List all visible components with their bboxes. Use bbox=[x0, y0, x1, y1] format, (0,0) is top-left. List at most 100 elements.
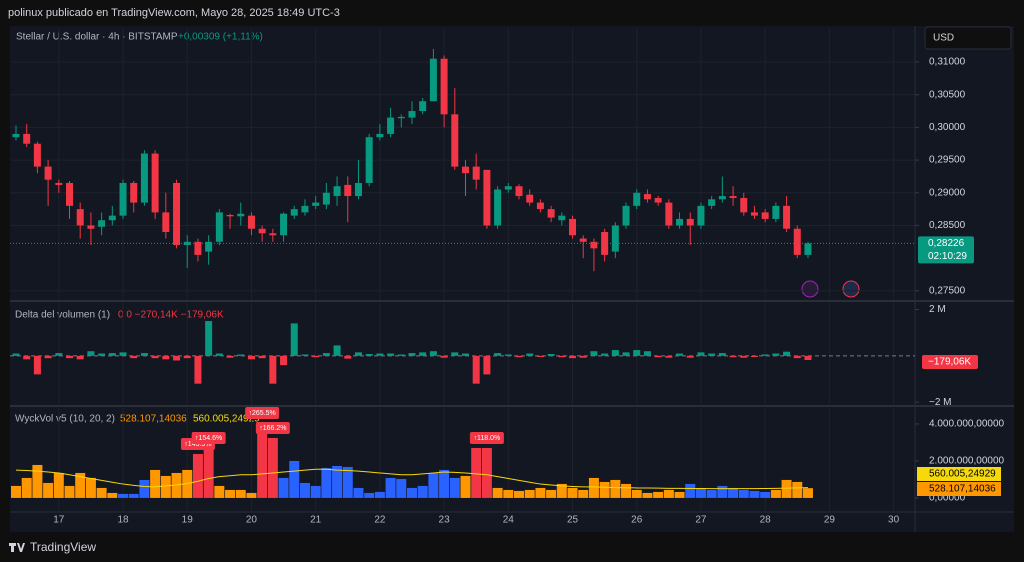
volume-bar bbox=[75, 472, 86, 498]
x-tick-label: 28 bbox=[760, 515, 772, 526]
candle-body bbox=[269, 233, 277, 236]
volume-bar bbox=[406, 487, 417, 498]
candle-body bbox=[622, 205, 630, 226]
candle-body bbox=[173, 182, 181, 246]
bar bbox=[66, 355, 74, 359]
volume-bar bbox=[578, 489, 589, 498]
bar bbox=[633, 350, 641, 356]
y-tick-label: 0,30000 bbox=[929, 122, 966, 133]
bar bbox=[676, 353, 684, 356]
volume-bar bbox=[192, 453, 203, 498]
volume-bar bbox=[695, 487, 706, 498]
candle-body bbox=[558, 215, 566, 221]
candle-body bbox=[290, 209, 298, 216]
bar bbox=[258, 355, 266, 359]
indicator-title: Delta del volumen (1) bbox=[15, 310, 110, 321]
volume-bar bbox=[417, 485, 428, 498]
x-tick-label: 22 bbox=[374, 515, 386, 526]
candle-body bbox=[280, 213, 288, 236]
candle-body bbox=[772, 205, 780, 219]
volume-bar bbox=[299, 482, 310, 498]
x-tick-label: 27 bbox=[695, 515, 707, 526]
bar bbox=[440, 355, 448, 358]
bar bbox=[173, 355, 181, 361]
volume-bar bbox=[118, 493, 129, 498]
volume-bar bbox=[749, 490, 760, 498]
candle-body bbox=[472, 166, 480, 180]
candle-body bbox=[194, 241, 202, 255]
volume-bar bbox=[428, 472, 439, 498]
x-tick-label: 24 bbox=[503, 515, 515, 526]
candle-body bbox=[140, 153, 148, 203]
candle-body bbox=[633, 192, 641, 206]
bar bbox=[162, 355, 170, 360]
bar bbox=[183, 355, 191, 359]
candle-body bbox=[66, 182, 74, 206]
bar bbox=[601, 353, 609, 356]
candle-body bbox=[547, 209, 555, 218]
volume-bar bbox=[214, 485, 225, 498]
annotation-box bbox=[469, 431, 504, 444]
candle-body bbox=[151, 153, 159, 213]
candle-body bbox=[12, 133, 20, 138]
candle-body bbox=[376, 133, 384, 138]
currency-button[interactable] bbox=[924, 26, 1012, 50]
volume-bar bbox=[781, 479, 792, 498]
bar bbox=[558, 355, 566, 358]
volume-bar bbox=[53, 472, 64, 498]
bar bbox=[376, 353, 384, 356]
x-tick-label: 19 bbox=[182, 515, 194, 526]
volume-bar bbox=[674, 491, 685, 498]
bar bbox=[205, 321, 213, 356]
candle-body bbox=[461, 166, 469, 174]
bar bbox=[740, 355, 748, 358]
candle-body bbox=[793, 228, 801, 255]
bar bbox=[215, 353, 223, 356]
volume-bar bbox=[332, 465, 343, 498]
indicator-values: 0 0 −270,14K −179,06K bbox=[118, 310, 224, 321]
bar bbox=[654, 355, 662, 358]
volume-bar bbox=[556, 483, 567, 498]
bar bbox=[643, 351, 651, 356]
candle-body bbox=[697, 205, 705, 226]
bar bbox=[140, 353, 148, 356]
volume-bar bbox=[610, 479, 621, 498]
ma-value-box bbox=[917, 467, 1001, 481]
bar bbox=[76, 355, 84, 360]
annotation-label: ↑145.5% bbox=[184, 441, 211, 448]
bar bbox=[804, 355, 812, 361]
annotation-label: ↑265.5% bbox=[249, 410, 276, 417]
candle-body bbox=[247, 215, 255, 229]
candle-body bbox=[804, 243, 812, 255]
candle-body bbox=[419, 101, 427, 112]
bar bbox=[194, 355, 202, 384]
candle-body bbox=[108, 215, 116, 221]
event-icon[interactable] bbox=[801, 280, 819, 298]
last-value-label: 528.107,14036 bbox=[929, 484, 996, 495]
y-tick-label: 2.000.000,00000 bbox=[929, 456, 1005, 467]
bar bbox=[12, 353, 20, 356]
annotation-box bbox=[255, 421, 290, 434]
candle-body bbox=[483, 169, 491, 226]
event-icon[interactable] bbox=[842, 280, 860, 298]
volume-bar bbox=[385, 477, 396, 498]
candle-body bbox=[494, 189, 502, 226]
candle-body bbox=[515, 186, 523, 197]
candle-body bbox=[301, 205, 309, 213]
candle-body bbox=[44, 166, 52, 180]
candle-body bbox=[676, 218, 684, 226]
bar bbox=[536, 355, 544, 358]
candle-body bbox=[76, 209, 84, 226]
x-tick-label: 21 bbox=[310, 515, 322, 526]
candle-body bbox=[312, 202, 320, 206]
candle-body bbox=[451, 114, 459, 167]
candle-body bbox=[536, 202, 544, 210]
candle-body bbox=[258, 228, 266, 234]
volume-bar bbox=[471, 447, 482, 498]
y-tick-label: 0,27500 bbox=[929, 285, 966, 296]
volume-bar bbox=[289, 460, 300, 498]
bar bbox=[226, 355, 234, 358]
volume-bar bbox=[396, 478, 407, 498]
currency-label[interactable]: USD bbox=[933, 33, 954, 44]
bar bbox=[547, 354, 555, 356]
